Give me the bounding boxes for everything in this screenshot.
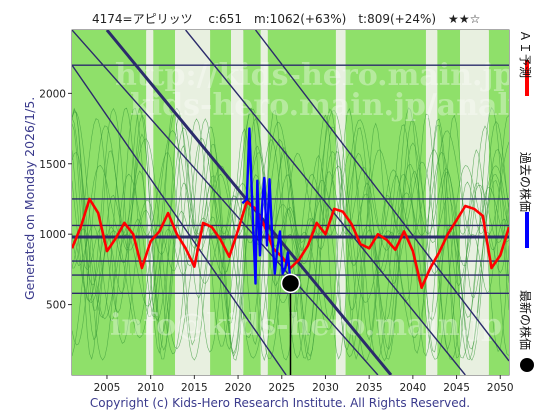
- x-tick-label: 2050: [487, 382, 514, 394]
- latest-price-point: [280, 273, 301, 294]
- trend-line: [254, 30, 509, 362]
- x-tick-label: 2020: [225, 382, 252, 394]
- watermark-text: kids-hero.main.jp/analysis/code4174.html: [130, 88, 560, 123]
- watermark-text: http://kids-hero.main.jp/: [115, 58, 525, 93]
- x-tick-label: 2005: [94, 382, 121, 394]
- legend-label: 過去の株価: [518, 152, 533, 212]
- background-band: [488, 30, 509, 375]
- background-band: [335, 30, 346, 375]
- y-tick-label: 1000: [39, 229, 66, 241]
- background-wiggle: [72, 107, 509, 360]
- series-ai-forecast-line: [72, 197, 509, 289]
- background-wiggle: [72, 106, 509, 361]
- watermark-text: info@kids-hero.main.jp: [110, 308, 502, 343]
- background-wiggle: [72, 107, 509, 362]
- y-tick-label: 1500: [39, 159, 66, 171]
- y-tick-label: 2000: [39, 88, 66, 100]
- x-tick-label: 2015: [181, 382, 208, 394]
- x-tick-label: 2030: [312, 382, 339, 394]
- x-tick-label: 2035: [356, 382, 383, 394]
- trend-line: [72, 64, 287, 375]
- background-wiggle: [72, 107, 509, 357]
- trend-line: [72, 30, 379, 375]
- y-tick-label: 500: [46, 300, 66, 312]
- x-tick-label: 2025: [268, 382, 295, 394]
- copyright-footer: Copyright (c) Kids-Hero Research Institu…: [89, 396, 471, 410]
- legend-label: ＡＩ予測: [518, 30, 532, 78]
- x-tick-label: 2045: [443, 382, 470, 394]
- background-band: [425, 30, 438, 375]
- plot-area: http://kids-hero.main.jp/info@kids-hero.…: [71, 29, 560, 376]
- series-past-price-line: [241, 127, 292, 285]
- legend-label: 最新の株価: [518, 290, 533, 350]
- x-tick-label: 2010: [137, 382, 164, 394]
- trend-line: [185, 30, 466, 375]
- chart-title: 4174=アピリッツ c:651 m:1062(+63%) t:809(+24%…: [92, 12, 481, 26]
- generated-note: Generated on Monday 2026/1/5.: [22, 96, 37, 300]
- x-tick-label: 2040: [399, 382, 426, 394]
- background-wiggle: [72, 114, 509, 355]
- legend-marker-latest: [520, 358, 534, 372]
